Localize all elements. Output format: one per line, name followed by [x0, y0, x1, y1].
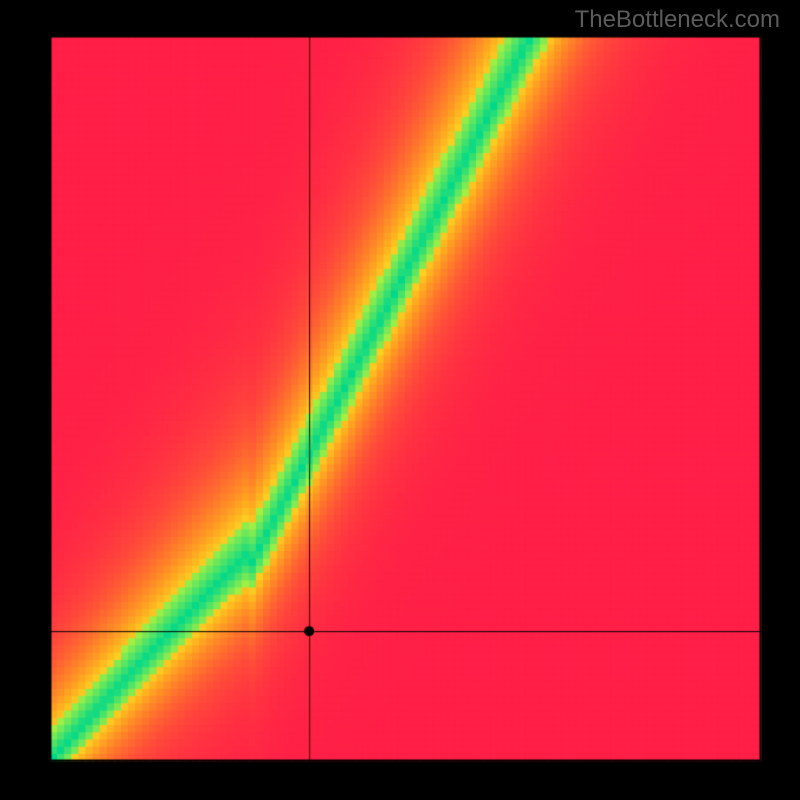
watermark-text: TheBottleneck.com: [575, 6, 780, 34]
bottleneck-heatmap: [0, 0, 800, 800]
heatmap-canvas: [0, 0, 800, 800]
